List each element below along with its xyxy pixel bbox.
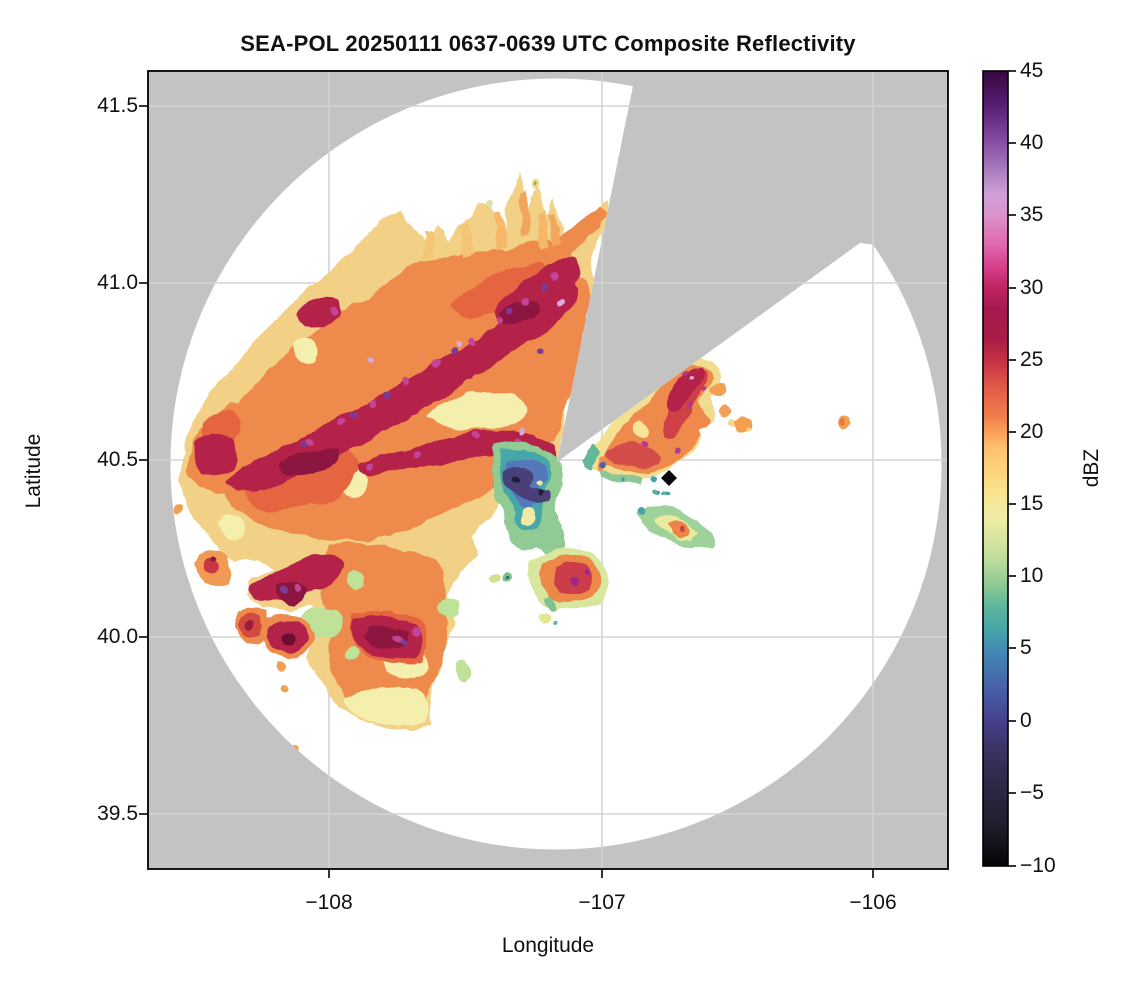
colorbar-tick-label: −10 xyxy=(1020,854,1056,877)
blocked-sector-wedge xyxy=(557,71,948,462)
axis-tick-marks xyxy=(139,105,874,878)
colorbar-gradient-bar xyxy=(983,71,1008,866)
y-tick-label: 39.5 xyxy=(97,802,138,825)
echo-small-dots xyxy=(486,178,668,626)
colorbar-tick-label: 0 xyxy=(1020,709,1032,732)
colorbar-tick-label: −5 xyxy=(1020,781,1044,804)
y-tick-label: 41.5 xyxy=(97,94,138,117)
colorbar-tick-label: 40 xyxy=(1020,131,1044,154)
colorbar-tick-label: 35 xyxy=(1020,203,1044,226)
isolated-echo-east xyxy=(841,418,853,430)
plot-border xyxy=(147,70,949,870)
colorbar-axis-label: dBZ xyxy=(1080,448,1103,488)
colorbar-tick-label: 10 xyxy=(1020,564,1044,587)
echo-sw-cells xyxy=(176,504,317,757)
chart-title: SEA-POL 20250111 0637-0639 UTC Composite… xyxy=(240,31,856,56)
echo-main-mass xyxy=(178,170,609,732)
echo-field xyxy=(176,170,853,757)
colorbar-tick-marks xyxy=(1008,70,1016,867)
colorbar-tick-label: 30 xyxy=(1020,276,1044,299)
colorbar-border xyxy=(982,70,1009,867)
x-tick-label: −107 xyxy=(578,891,626,914)
y-axis-label: Latitude xyxy=(22,433,45,509)
x-axis-label: Longitude xyxy=(501,934,595,957)
echo-weak-tongue xyxy=(491,441,565,562)
x-tick-label: −108 xyxy=(305,891,353,914)
y-tick-label: 40.5 xyxy=(97,448,138,471)
colorbar xyxy=(982,70,1016,867)
colorbar-tick-label: 5 xyxy=(1020,636,1032,659)
colorbar-tick-label: 45 xyxy=(1020,59,1044,82)
colorbar-tick-label: 25 xyxy=(1020,348,1044,371)
echo-se-blob xyxy=(527,548,609,610)
y-tick-label: 40.0 xyxy=(97,625,138,648)
echo-north-fingers xyxy=(422,190,561,262)
colorbar-tick-label: 15 xyxy=(1020,492,1044,515)
colorbar-tick-label: 20 xyxy=(1020,420,1044,443)
echo-green-cluster xyxy=(636,504,716,551)
x-tick-label: −106 xyxy=(849,891,897,914)
site-marker-diamond xyxy=(661,470,677,486)
echo-east-sector xyxy=(582,356,754,497)
y-tick-label: 41.0 xyxy=(97,271,138,294)
